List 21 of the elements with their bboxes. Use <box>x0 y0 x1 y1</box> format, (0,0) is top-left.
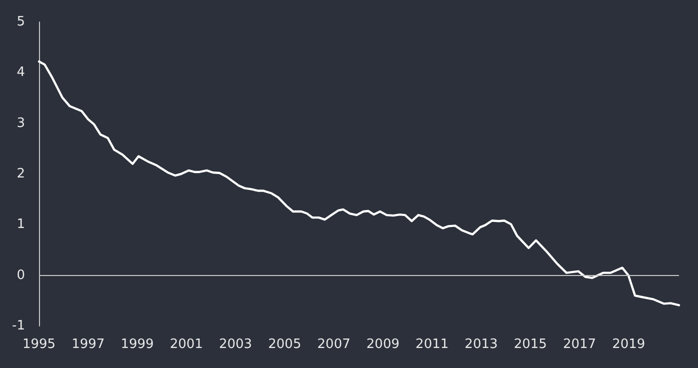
y-tick-label: 2 <box>16 166 25 182</box>
y-tick-label: 0 <box>16 268 25 283</box>
y-tick-label: 4 <box>16 65 25 80</box>
x-tick-label: 2019 <box>612 337 646 352</box>
x-tick-label: 2017 <box>562 337 596 352</box>
x-tick-label: 1999 <box>120 337 154 352</box>
x-tick-label: 1997 <box>72 337 105 352</box>
y-tick-label: 1 <box>16 217 25 232</box>
y-tick-label: 5 <box>16 14 25 30</box>
x-tick-label: 2013 <box>464 337 498 352</box>
x-tick-label: 2007 <box>317 337 350 352</box>
x-tick-label: 2003 <box>219 337 252 352</box>
y-tick-label: 3 <box>16 116 25 131</box>
x-tick-label: 2015 <box>514 337 547 352</box>
x-tick-label: 2005 <box>268 337 302 352</box>
line-series <box>38 60 680 306</box>
x-tick-label: 2009 <box>366 337 400 352</box>
y-tick-label: -1 <box>12 318 25 334</box>
x-tick-label: 2011 <box>416 337 449 352</box>
x-tick-label: 1995 <box>22 337 56 352</box>
x-tick-label: 2001 <box>170 337 203 352</box>
